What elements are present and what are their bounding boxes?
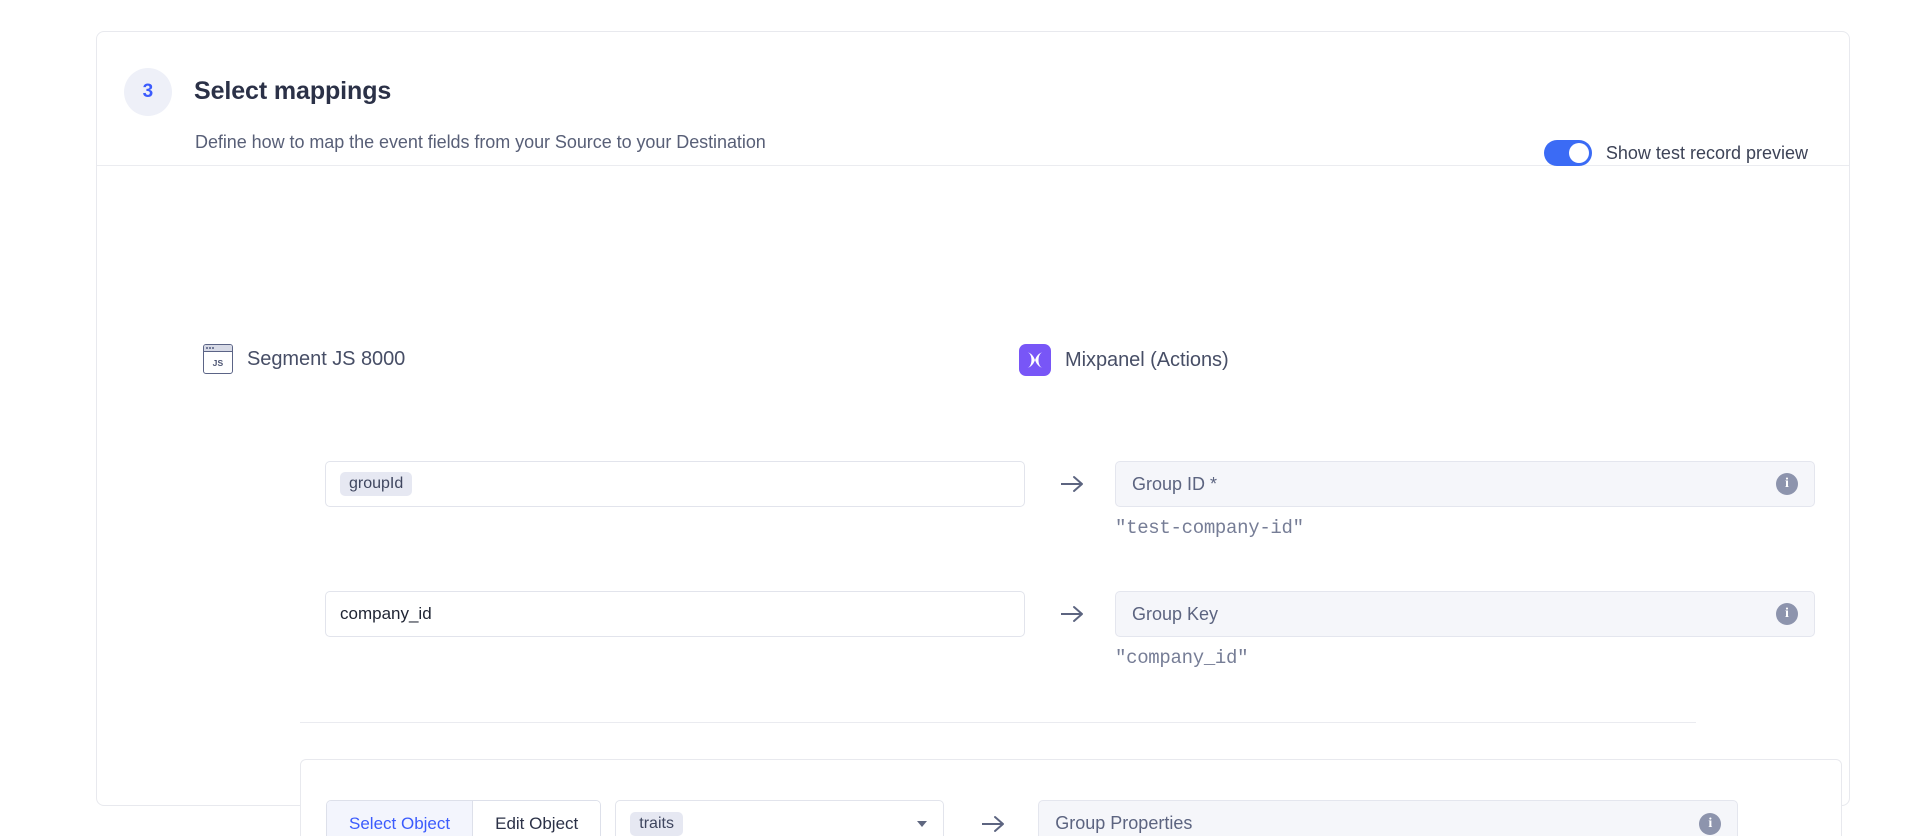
card-header: 3 Select mappings Define how to map the … <box>97 32 1849 166</box>
object-mode-segmented-control: Select Object Edit Object <box>326 800 602 836</box>
js-icon-titlebar <box>204 345 232 352</box>
section-divider <box>300 722 1696 723</box>
info-icon[interactable]: i <box>1776 473 1798 495</box>
object-mapping-row: Select Object Edit Object traits Group P… <box>326 800 1739 836</box>
toggle-knob <box>1568 143 1589 163</box>
test-record-preview-value: "test-company-id" <box>1115 517 1304 539</box>
select-mappings-card: 3 Select mappings Define how to map the … <box>96 31 1850 836</box>
source-field-chip: groupId <box>340 472 413 496</box>
source-name: Segment JS 8000 <box>247 347 406 370</box>
object-select-chip: traits <box>630 811 683 836</box>
object-select-dropdown[interactable]: traits <box>615 800 945 836</box>
source-column-header: JS Segment JS 8000 <box>203 344 405 374</box>
js-icon-label: JS <box>212 357 224 368</box>
show-test-record-preview-label: Show test record preview <box>1605 142 1808 163</box>
arrow-right-icon <box>982 815 1005 832</box>
source-field-value: company_id <box>340 604 432 623</box>
page-title: Select mappings <box>194 77 392 105</box>
test-record-preview-value: "company_id" <box>1115 647 1249 669</box>
arrow-right-icon <box>1061 476 1083 492</box>
destination-name: Mixpanel (Actions) <box>1065 348 1229 371</box>
step-number-badge: 3 <box>124 68 172 116</box>
destination-column-header: Mixpanel (Actions) <box>1019 344 1229 376</box>
object-mapping-panel: Select Object Edit Object traits Group P… <box>300 759 1842 836</box>
destination-field[interactable]: Group ID * i <box>1115 461 1815 507</box>
destination-field[interactable]: Group Properties i <box>1038 800 1739 836</box>
page-subtitle: Define how to map the event fields from … <box>195 132 766 152</box>
destination-field-label: Group Key <box>1132 603 1219 624</box>
info-icon[interactable]: i <box>1776 603 1798 625</box>
destination-field-label: Group ID * <box>1132 473 1218 494</box>
show-test-record-preview-toggle[interactable] <box>1543 140 1592 166</box>
select-object-button[interactable]: Select Object <box>327 801 473 836</box>
arrow-right-icon <box>1061 606 1083 622</box>
mixpanel-icon <box>1019 344 1051 376</box>
destination-field[interactable]: Group Key i <box>1115 591 1815 637</box>
chevron-down-icon <box>917 820 928 827</box>
show-test-record-preview-control[interactable]: Show test record preview <box>1543 140 1808 166</box>
source-field-input[interactable]: groupId <box>325 461 1025 507</box>
js-browser-icon: JS <box>203 344 233 374</box>
destination-field-label: Group Properties <box>1055 813 1193 833</box>
source-field-input[interactable]: company_id <box>325 591 1025 637</box>
edit-object-button[interactable]: Edit Object <box>472 801 601 836</box>
info-icon[interactable]: i <box>1699 812 1722 835</box>
